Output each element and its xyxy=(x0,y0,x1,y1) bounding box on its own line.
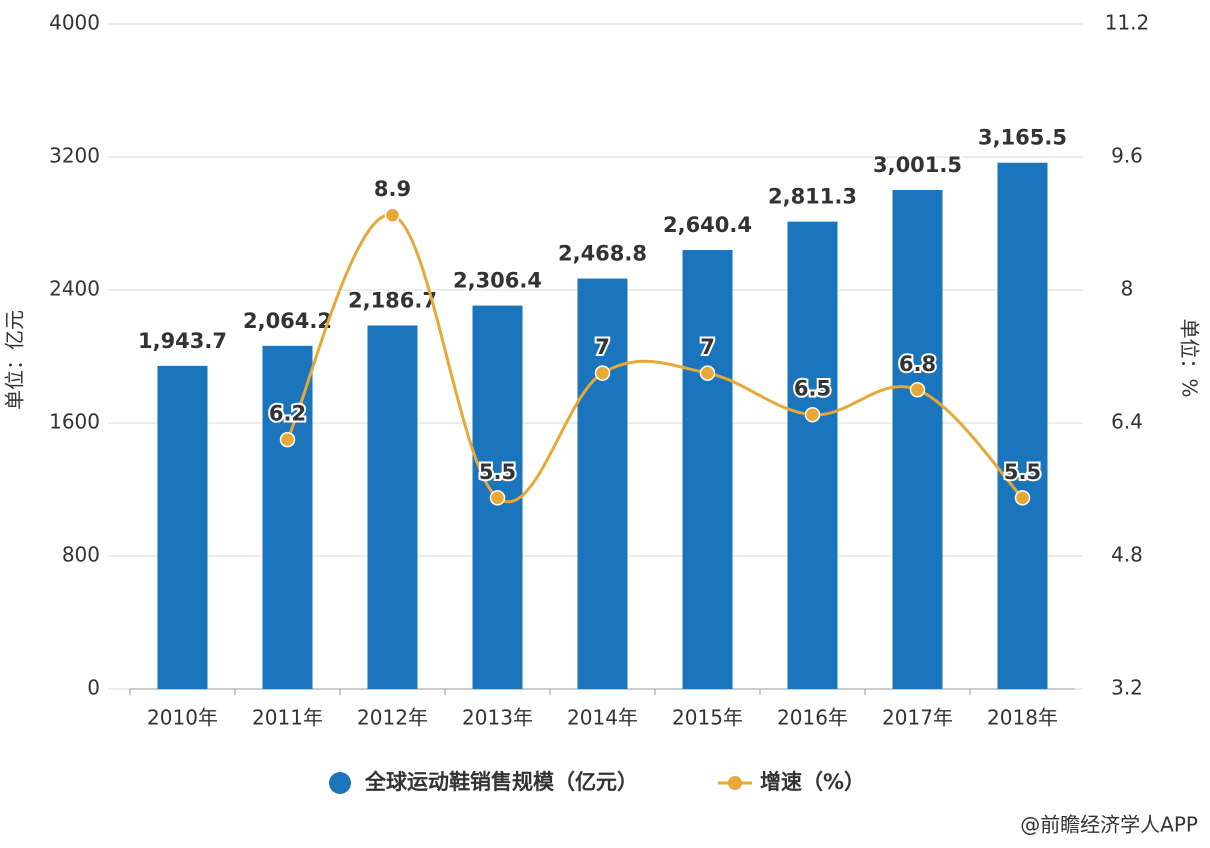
x-tick-label: 2015年 xyxy=(672,706,743,730)
line-value-label: 5.5 xyxy=(1004,460,1041,484)
y2-tick-label: 8 xyxy=(1121,277,1134,301)
line-value-label: 7 xyxy=(700,335,715,359)
legend-marker xyxy=(728,776,742,790)
y-tick-label: 800 xyxy=(62,543,100,567)
legend-marker xyxy=(329,772,351,794)
bar-value-label: 2,186.7 xyxy=(348,288,437,312)
line-point xyxy=(1014,490,1031,506)
line-point xyxy=(594,365,611,381)
line-value-label: 5.5 xyxy=(479,460,516,484)
x-tick-label: 2018年 xyxy=(987,706,1058,730)
bar xyxy=(787,221,838,689)
bar-value-label: 3,165.5 xyxy=(978,126,1067,150)
line-point xyxy=(489,490,506,506)
x-tick-label: 2011年 xyxy=(252,706,323,730)
y2-tick-label: 11.2 xyxy=(1105,11,1150,35)
bar-value-label: 1,943.7 xyxy=(138,329,227,353)
y2-tick-label: 6.4 xyxy=(1111,410,1143,434)
y-tick-label: 4000 xyxy=(49,11,100,35)
legend-label: 增速（%） xyxy=(760,770,865,794)
bar xyxy=(997,162,1048,690)
y-tick-label: 0 xyxy=(87,676,100,700)
x-tick-label: 2012年 xyxy=(357,706,428,730)
x-tick-label: 2010年 xyxy=(147,706,218,730)
y2-tick-label: 4.8 xyxy=(1111,543,1143,567)
line-value-label: 6.8 xyxy=(899,352,936,376)
bar xyxy=(262,345,313,689)
line-value-label: 8.9 xyxy=(374,177,411,201)
x-tick-label: 2013年 xyxy=(462,706,533,730)
y2-axis-title: 单位：% xyxy=(1178,318,1202,397)
y-tick-label: 1600 xyxy=(49,410,100,434)
line-point xyxy=(699,365,716,381)
line-point xyxy=(804,406,821,423)
y-tick-label: 3200 xyxy=(49,144,100,168)
bar-value-label: 2,064.2 xyxy=(243,309,332,333)
legend-label: 全球运动鞋销售规模（亿元） xyxy=(364,770,638,794)
y-tick-label: 2400 xyxy=(49,277,100,301)
bar xyxy=(892,190,943,690)
line-value-label: 6.5 xyxy=(794,377,831,401)
line-value-label: 7 xyxy=(595,335,610,359)
source: @前瞻经济学人APP xyxy=(1020,813,1198,837)
bar-value-label: 2,306.4 xyxy=(453,269,542,293)
line-value-label: 6.2 xyxy=(269,402,306,426)
bar xyxy=(157,365,208,689)
x-tick-label: 2014年 xyxy=(567,706,638,730)
bar-value-label: 3,001.5 xyxy=(873,153,962,177)
x-tick-label: 2017年 xyxy=(882,706,953,730)
line-point xyxy=(384,207,401,223)
y-axis-title: 单位：亿元 xyxy=(3,310,27,410)
bar xyxy=(367,325,418,689)
bar xyxy=(577,278,628,689)
x-tick-label: 2016年 xyxy=(777,706,848,730)
bar-value-label: 2,811.3 xyxy=(768,185,857,209)
bar xyxy=(682,250,733,689)
y2-tick-label: 3.2 xyxy=(1111,676,1143,700)
line-point xyxy=(279,431,296,448)
bar-value-label: 2,468.8 xyxy=(558,242,647,266)
y2-tick-label: 9.6 xyxy=(1111,144,1143,168)
line-point xyxy=(909,382,926,398)
bar-value-label: 2,640.4 xyxy=(663,213,752,237)
